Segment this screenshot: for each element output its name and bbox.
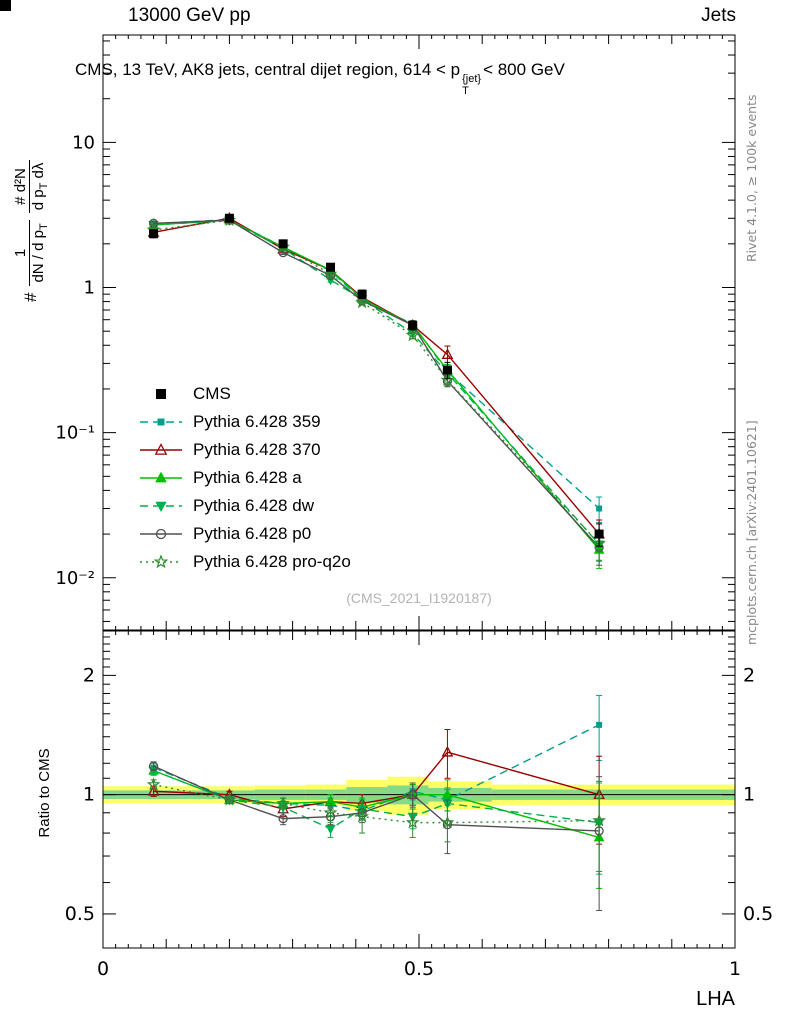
svg-text:1: 1 [729, 958, 741, 980]
svg-text:0.5: 0.5 [65, 903, 95, 925]
ratio-panel-frame [102, 630, 736, 949]
svg-text:1: 1 [84, 278, 95, 299]
mcplots-attribution-note: mcplots.cern.ch [arXiv:2401.10621] [744, 420, 759, 645]
beam-energy-label: 13000 GeV pp [128, 5, 251, 26]
legend-label: Pythia 6.428 p0 [193, 524, 312, 543]
svg-text:0.5: 0.5 [404, 958, 434, 980]
legend-label: Pythia 6.428 359 [193, 412, 321, 431]
plot-title-text: CMS, 13 TeV, AK8 jets, central dijet reg… [75, 60, 461, 79]
main-panel-frame [102, 34, 736, 631]
legend: CMS Pythia 6.428 359 Pythia 6.428 370 Pythi… [138, 380, 351, 576]
main-y-axis-label: # 1 dN / d pT # d²N d pT dλ [12, 32, 51, 302]
legend-marker-pythia-6-428-pro-q2o [140, 554, 182, 569]
svg-text:1: 1 [743, 784, 755, 806]
svg-text:0: 0 [97, 958, 109, 980]
svg-text:10: 10 [72, 132, 95, 153]
legend-label: Pythia 6.428 dw [193, 496, 314, 515]
svg-text:2: 2 [83, 664, 95, 686]
pt-subscript: T [462, 84, 469, 97]
plot-title: CMS, 13 TeV, AK8 jets, central dijet reg… [75, 60, 565, 97]
svg-text:10⁻²: 10⁻² [55, 568, 95, 589]
svg-text:10⁻¹: 10⁻¹ [55, 423, 95, 444]
axis-ticks [102, 35, 736, 948]
legend-label: Pythia 6.428 a [193, 468, 302, 487]
legend-label: CMS [193, 384, 231, 403]
svg-text:2: 2 [743, 664, 755, 686]
svg-text:0.5: 0.5 [743, 903, 773, 925]
legend-item-pythia-6-428-pro-q2o: Pythia 6.428 pro-q2o [138, 548, 351, 576]
legend-marker-pythia-6-428-a [140, 471, 182, 483]
legend-item-pythia-6-428-359: Pythia 6.428 359 [138, 408, 351, 436]
ylabel-fraction-2: # d²N d pT dλ [12, 159, 51, 214]
legend-label: Pythia 6.428 pro-q2o [193, 552, 351, 571]
rivet-version-note: Rivet 4.1.0, ≥ 100k events [744, 94, 759, 262]
legend-item-pythia-6-428-370: Pythia 6.428 370 [138, 436, 351, 464]
series-main-cms [149, 213, 604, 547]
analysis-id-watermark: (CMS_2021_I1920187) [346, 590, 492, 606]
pt-superscript-stack: {jet} T [462, 73, 482, 97]
corner-decoration [0, 0, 11, 11]
ylabel-fraction-1: 1 dN / d pT [12, 220, 51, 286]
legend-marker-pythia-6-428-370 [140, 443, 182, 455]
legend-marker-pythia-6-428-dw [140, 501, 182, 513]
pt-superscript: {jet} [462, 73, 482, 85]
legend-item-pythia-6-428-dw: Pythia 6.428 dw [138, 492, 351, 520]
ratio-y-axis-label: Ratio to CMS [36, 748, 53, 838]
tick-labels: 10 1 10⁻¹ 10⁻² 2 2 1 1 0.5 0.5 0 0.5 1 [55, 132, 773, 980]
legend-label: Pythia 6.428 370 [193, 440, 321, 459]
svg-text:1: 1 [83, 784, 95, 806]
plot-title-suffix: < 800 GeV [483, 60, 565, 79]
ylabel-hash: # [21, 292, 41, 302]
ratio-uncertainty-bands [103, 776, 735, 815]
x-axis-label: LHA [696, 988, 735, 1010]
legend-marker-pythia-6-428-p0 [140, 528, 182, 540]
legend-item-pythia-6-428-a: Pythia 6.428 a [138, 464, 351, 492]
legend-item-pythia-6-428-p0: Pythia 6.428 p0 [138, 520, 351, 548]
series-ratio-pythia-6-428-pro-q2o [146, 777, 606, 872]
legend-marker-pythia-6-428-359 [140, 418, 182, 426]
legend-marker-cms [156, 389, 166, 399]
process-label: Jets [701, 5, 736, 26]
legend-item-cms: CMS [138, 380, 351, 408]
